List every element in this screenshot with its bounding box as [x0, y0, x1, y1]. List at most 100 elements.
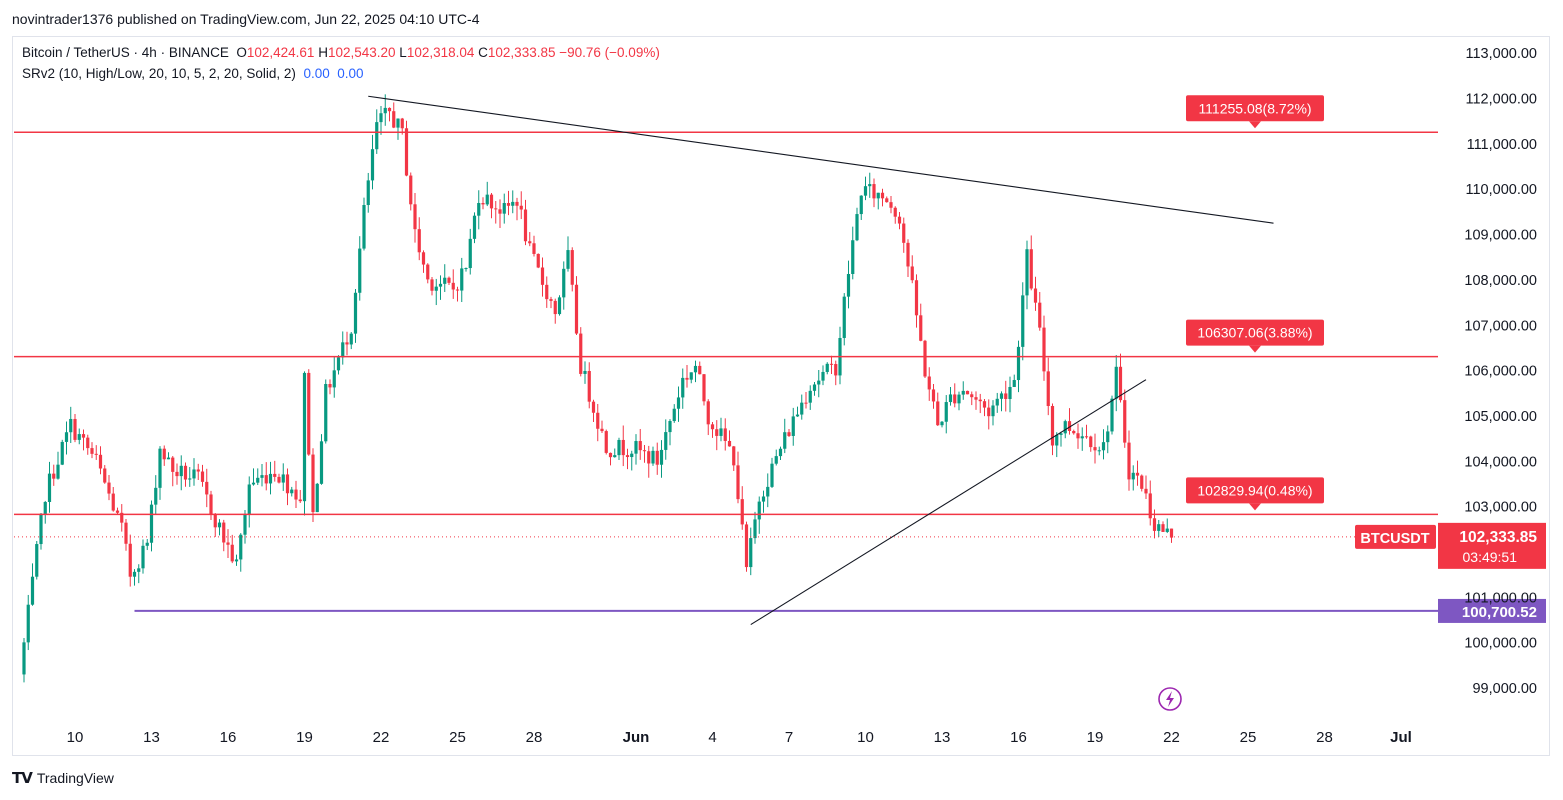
candle[interactable] [617, 437, 621, 460]
candle[interactable] [855, 207, 859, 242]
candle[interactable] [120, 504, 124, 532]
tradingview-brand[interactable]: TV TradingView [12, 769, 114, 787]
candle[interactable] [740, 486, 744, 530]
candle[interactable] [336, 355, 341, 375]
candle[interactable] [30, 563, 35, 606]
candle[interactable] [723, 418, 727, 451]
candle[interactable] [298, 489, 302, 503]
candle[interactable] [358, 236, 362, 301]
candle[interactable] [863, 176, 868, 201]
candle[interactable] [158, 446, 162, 500]
candle[interactable] [47, 461, 52, 513]
indicator-label[interactable]: SRv2 (10, High/Low, 20, 10, 5, 2, 20, So… [22, 66, 296, 81]
candle[interactable] [1148, 480, 1152, 526]
candle[interactable] [906, 239, 910, 277]
candle[interactable] [511, 190, 515, 214]
candle[interactable] [1118, 353, 1123, 403]
candle[interactable] [889, 195, 893, 214]
candle[interactable] [468, 228, 472, 275]
candle[interactable] [732, 445, 736, 471]
candle[interactable] [583, 361, 587, 384]
candle[interactable] [52, 464, 56, 486]
candle[interactable] [987, 399, 991, 430]
candle[interactable] [1101, 429, 1106, 460]
candle[interactable] [294, 480, 298, 508]
candle[interactable] [438, 275, 443, 300]
candle[interactable] [464, 267, 468, 272]
candle[interactable] [217, 519, 222, 536]
candle[interactable] [957, 391, 961, 411]
candle[interactable] [455, 286, 460, 302]
candle[interactable] [426, 263, 430, 284]
candle[interactable] [1076, 423, 1080, 449]
candle[interactable] [1161, 521, 1165, 532]
candle[interactable] [1055, 432, 1059, 458]
candle[interactable] [417, 217, 421, 261]
candle[interactable] [651, 446, 655, 466]
trendline[interactable] [368, 95, 1274, 224]
candle[interactable] [124, 519, 128, 551]
candle[interactable] [64, 421, 69, 455]
candle[interactable] [111, 487, 115, 512]
candle[interactable] [880, 188, 885, 207]
candle[interactable] [290, 486, 294, 497]
candle[interactable] [494, 200, 498, 224]
candle[interactable] [137, 564, 141, 584]
candle[interactable] [681, 368, 685, 409]
candle[interactable] [328, 379, 332, 395]
candle[interactable] [345, 331, 349, 356]
candle[interactable] [69, 406, 73, 444]
candle[interactable] [961, 381, 965, 400]
candle[interactable] [366, 172, 370, 213]
candle[interactable] [1097, 446, 1101, 456]
candle[interactable] [693, 360, 698, 383]
candle[interactable] [706, 399, 710, 436]
candle[interactable] [1110, 395, 1114, 435]
candle[interactable] [923, 339, 927, 379]
level-label[interactable]: 111255.08(8.72%) [1186, 95, 1324, 129]
candle[interactable] [812, 382, 817, 396]
candle[interactable] [664, 419, 668, 460]
candle[interactable] [591, 399, 596, 423]
candle[interactable] [1144, 475, 1148, 499]
candle[interactable] [944, 395, 948, 434]
candle[interactable] [421, 250, 426, 273]
symbol-label[interactable]: Bitcoin / TetherUS · 4h · BINANCE [22, 45, 229, 60]
candle[interactable] [948, 386, 953, 406]
candle[interactable] [795, 406, 800, 417]
candle[interactable] [553, 298, 557, 324]
candle[interactable] [179, 455, 183, 491]
candle[interactable] [460, 257, 464, 303]
candle[interactable] [625, 448, 630, 470]
candle[interactable] [319, 434, 324, 485]
candle[interactable] [766, 473, 770, 508]
candle[interactable] [604, 429, 608, 455]
candle[interactable] [506, 190, 511, 216]
candle[interactable] [77, 428, 81, 445]
candle[interactable] [876, 192, 880, 210]
candle[interactable] [596, 403, 600, 442]
candle[interactable] [702, 374, 706, 406]
candle[interactable] [115, 507, 120, 515]
candle[interactable] [727, 430, 732, 447]
candle[interactable] [685, 365, 689, 388]
candle[interactable] [392, 102, 396, 129]
candle[interactable] [1135, 460, 1140, 486]
candle[interactable] [183, 462, 188, 487]
candle[interactable] [1067, 408, 1072, 435]
candle[interactable] [757, 496, 761, 534]
candle[interactable] [1050, 403, 1055, 456]
candle[interactable] [672, 404, 676, 423]
candle[interactable] [902, 217, 906, 253]
level-label[interactable]: 106307.06(3.88%) [1186, 319, 1324, 353]
candle[interactable] [655, 442, 659, 475]
candle[interactable] [222, 519, 226, 552]
candle[interactable] [311, 448, 315, 522]
candle[interactable] [200, 464, 205, 487]
candle[interactable] [800, 394, 804, 420]
candle[interactable] [719, 417, 723, 442]
candle[interactable] [749, 527, 753, 576]
candle[interactable] [1063, 419, 1067, 439]
candle[interactable] [829, 355, 834, 375]
candle[interactable] [370, 134, 375, 190]
